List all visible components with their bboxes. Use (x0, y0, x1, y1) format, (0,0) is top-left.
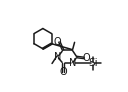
Text: O: O (59, 67, 67, 77)
Text: O: O (53, 37, 61, 47)
Text: N: N (54, 52, 61, 62)
Text: N: N (69, 59, 76, 68)
Text: Si: Si (89, 59, 98, 68)
Text: O: O (83, 53, 90, 63)
